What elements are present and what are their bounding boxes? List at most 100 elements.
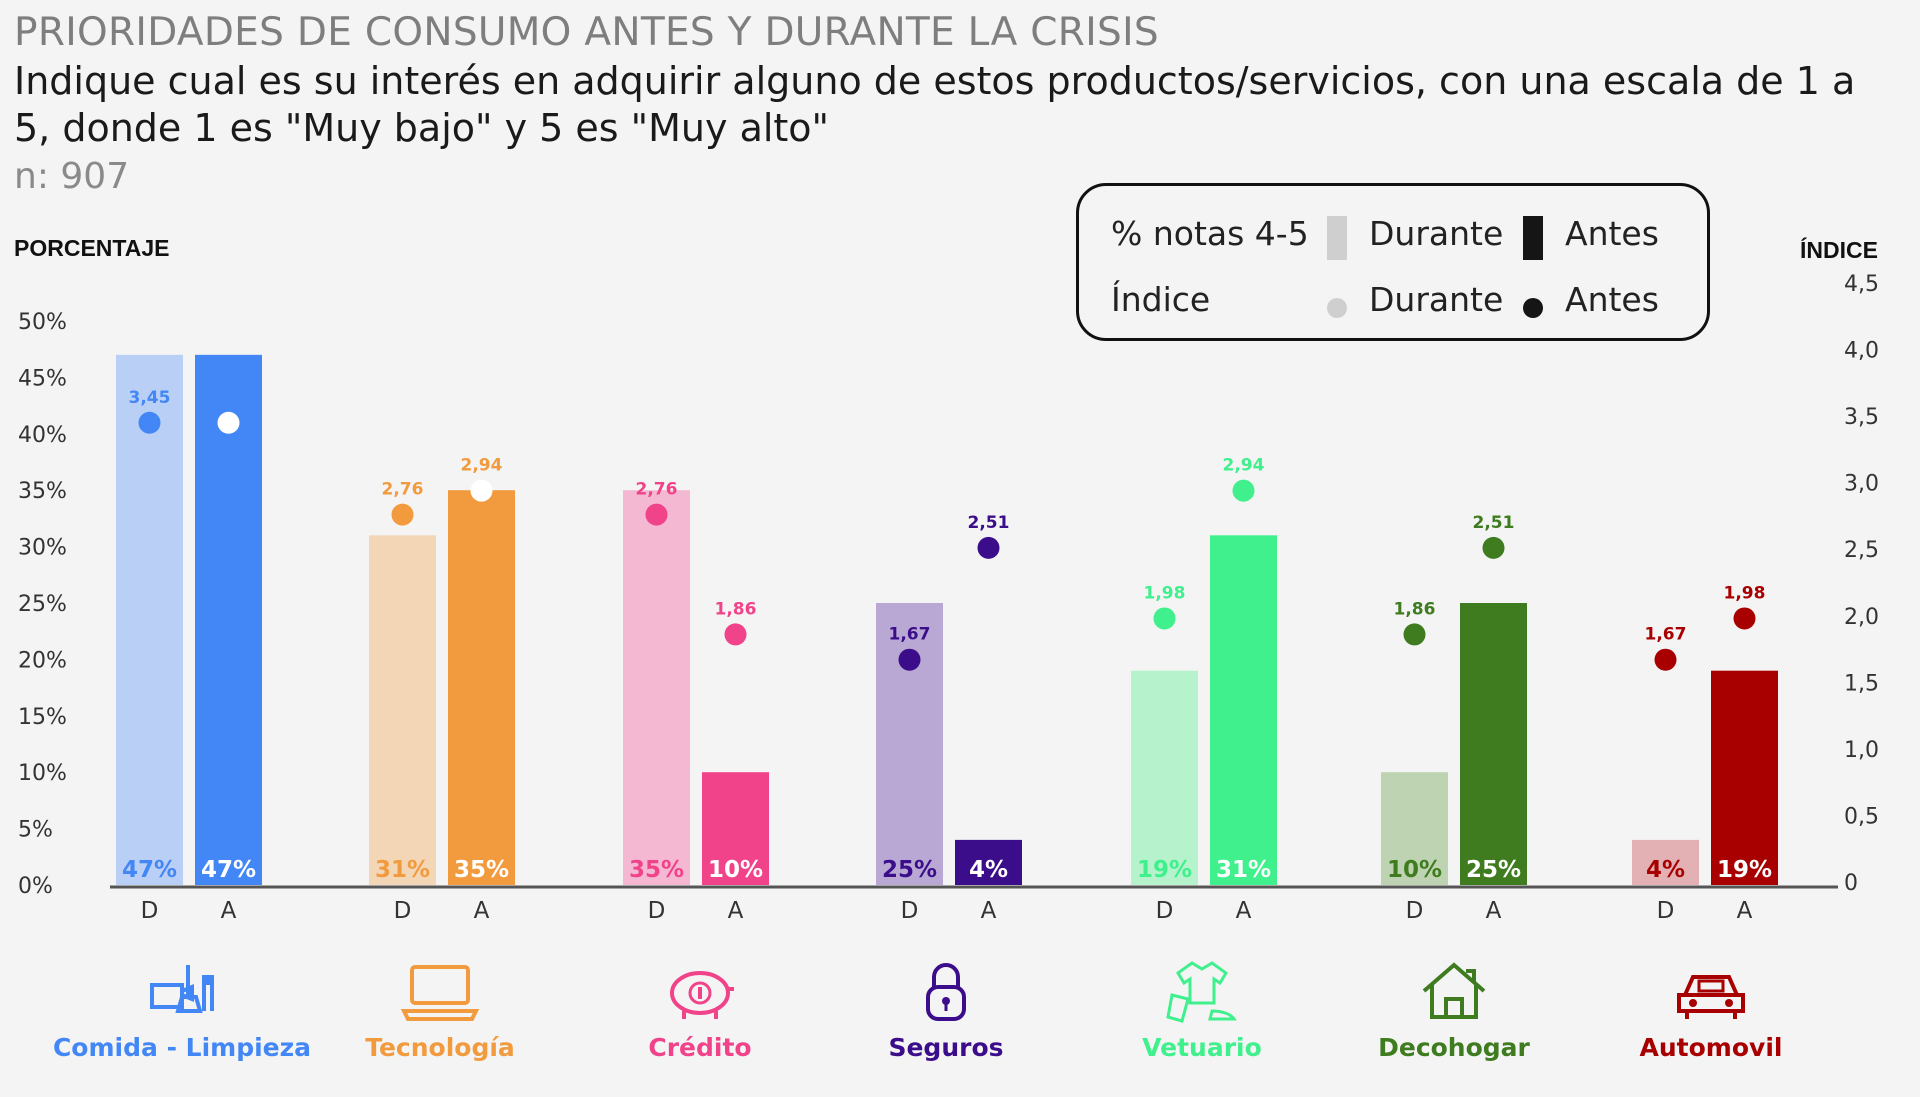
index-dot-durante: [1403, 623, 1426, 646]
category-4: Vetuario: [1052, 955, 1352, 1062]
legend-durante-dot-label: Durante: [1369, 280, 1504, 319]
index-dot-durante: [645, 503, 668, 526]
bar-durante: [369, 535, 436, 885]
x-sublabel-antes: A: [221, 898, 237, 924]
legend-antes-dot-label: Antes: [1565, 280, 1659, 319]
bar-durante: [876, 603, 943, 885]
bar-durante: [623, 490, 690, 885]
chart-title: PRIORIDADES DE CONSUMO ANTES Y DURANTE L…: [14, 10, 1159, 55]
y2-tick-label: 1,0: [1844, 738, 1879, 763]
chart-question: Indique cual es su interés en adquirir a…: [14, 59, 1856, 150]
y-tick-label: 50%: [18, 310, 67, 335]
y-tick-label: 10%: [18, 761, 67, 786]
x-sublabel-durante: D: [141, 898, 159, 924]
index-value-label: 1,98: [1144, 583, 1186, 603]
bar-value-label: 31%: [1216, 857, 1271, 883]
y2-tick-label: 4,5: [1844, 272, 1879, 297]
bar-value-label: 4%: [969, 857, 1008, 883]
index-value-label: 2,76: [382, 480, 424, 500]
index-value-label: 3,45: [129, 388, 171, 408]
bar-value-label: 25%: [1466, 857, 1521, 883]
category-label: Vetuario: [1142, 1033, 1262, 1062]
bar-durante: [1381, 772, 1448, 885]
category-label: Tecnología: [365, 1033, 515, 1062]
category-3: Seguros: [796, 955, 1096, 1062]
bar-value-label: 19%: [1717, 857, 1772, 883]
category-2: Crédito: [550, 955, 850, 1062]
bar-value-label: 4%: [1646, 857, 1685, 883]
index-dot-antes: [977, 536, 1000, 559]
x-sublabel-antes: A: [474, 898, 490, 924]
index-value-label: 1,98: [1724, 583, 1766, 603]
index-dot-antes: [1733, 607, 1756, 630]
bar-value-label: 35%: [629, 857, 684, 883]
bar-value-label: 35%: [454, 857, 509, 883]
bar-antes: [702, 772, 769, 885]
x-sublabel-durante: D: [1406, 898, 1424, 924]
category-0: Comida - Limpieza: [32, 955, 332, 1062]
index-dot-antes: [470, 479, 493, 502]
legend-antes-bar-swatch: [1523, 216, 1543, 260]
bar-antes: [195, 354, 262, 886]
y2-tick-label: 2,0: [1844, 605, 1879, 630]
bar-value-label: 47%: [122, 857, 177, 883]
y-tick-label: 45%: [18, 366, 67, 391]
x-sublabel-durante: D: [648, 898, 666, 924]
bar-antes: [1210, 535, 1277, 885]
x-sublabel-antes: A: [1236, 898, 1252, 924]
x-sublabel-durante: D: [1156, 898, 1174, 924]
y2-tick-label: 4,0: [1844, 339, 1879, 364]
y-tick-label: 0%: [18, 874, 53, 899]
x-sublabel-durante: D: [394, 898, 412, 924]
cleaning-dining-icon: [32, 955, 332, 1025]
y-tick-label: 35%: [18, 479, 67, 504]
index-value-label: 2,51: [968, 513, 1010, 533]
y2-tick-label: 2,5: [1844, 538, 1879, 563]
index-value-label: 3,45: [208, 388, 250, 408]
index-dot-antes: [724, 623, 747, 646]
y2-tick-label: 3,0: [1844, 472, 1879, 497]
legend-antes-bar-label: Antes: [1565, 214, 1659, 253]
category-label: Automovil: [1639, 1033, 1783, 1062]
category-6: Automovil: [1561, 955, 1861, 1062]
index-value-label: 1,86: [1394, 599, 1436, 619]
category-label: Crédito: [648, 1033, 752, 1062]
x-sublabel-antes: A: [1737, 898, 1753, 924]
y-tick-label: 15%: [18, 705, 67, 730]
bar-value-label: 31%: [375, 857, 430, 883]
legend-durante-dot-swatch: [1327, 298, 1347, 318]
index-value-label: 1,67: [1645, 625, 1687, 645]
piggy-bank-icon: [550, 955, 850, 1025]
legend-index-label: Índice: [1111, 280, 1211, 319]
legend: % notas 4-5 Durante Antes Índice Durante…: [1076, 183, 1710, 341]
legend-durante-bar-label: Durante: [1369, 214, 1504, 253]
y-tick-label: 5%: [18, 818, 53, 843]
index-dot-durante: [391, 503, 414, 526]
category-label: Decohogar: [1378, 1033, 1530, 1062]
index-value-label: 2,76: [636, 480, 678, 500]
index-dot-antes: [1232, 479, 1255, 502]
bar-antes: [448, 490, 515, 885]
laptop-icon: [290, 955, 590, 1025]
legend-antes-dot-swatch: [1523, 298, 1543, 318]
y-tick-label: 20%: [18, 648, 67, 673]
index-value-label: 2,51: [1473, 513, 1515, 533]
y2-tick-label: 3,5: [1844, 405, 1879, 430]
bar-durante: [1632, 839, 1699, 885]
x-sublabel-antes: A: [1486, 898, 1502, 924]
category-label: Comida - Limpieza: [52, 1033, 312, 1062]
index-dot-durante: [898, 648, 921, 671]
x-sublabel-antes: A: [981, 898, 997, 924]
legend-pct-label: % notas 4-5: [1111, 214, 1309, 253]
bar-value-label: 10%: [708, 857, 763, 883]
car-icon: [1561, 955, 1861, 1025]
index-dot-durante: [1153, 607, 1176, 630]
bar-antes: [1711, 670, 1778, 885]
bar-value-label: 19%: [1137, 857, 1192, 883]
index-value-label: 1,86: [715, 599, 757, 619]
index-dot-durante: [138, 411, 161, 434]
y-tick-label: 25%: [18, 592, 67, 617]
index-value-label: 2,94: [461, 456, 503, 476]
x-sublabel-antes: A: [728, 898, 744, 924]
